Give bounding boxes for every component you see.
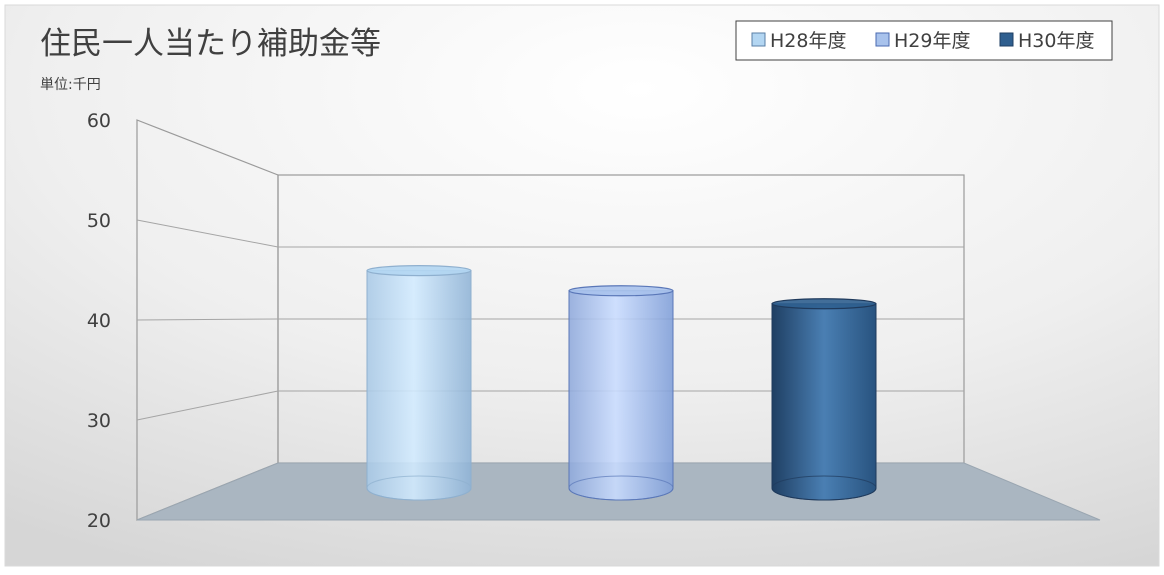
bar-base-ring: [568, 475, 674, 501]
gridline-side: [136, 219, 279, 248]
legend-box: [735, 20, 1113, 61]
bar-H30年度: [771, 298, 877, 501]
legend: H28年度 H29年度 H30年度: [735, 20, 1113, 61]
bar-base-ring: [771, 475, 877, 501]
bar-top: [366, 265, 472, 277]
chart-title: 住民一人当たり補助金等: [40, 26, 381, 62]
legend-label-h30: H30年度: [1018, 30, 1094, 52]
y-tick-label: 60: [87, 110, 111, 132]
legend-item-h28: H28年度: [751, 30, 846, 52]
bar-body: [568, 290, 674, 501]
bar-body: [771, 303, 877, 501]
legend-swatch-h30: [999, 32, 1014, 47]
y-tick-label: 30: [87, 410, 111, 432]
y-tick-label: 20: [87, 510, 111, 532]
y-tick-label: 50: [87, 210, 111, 232]
bar-H28年度: [366, 265, 472, 501]
gridline-side: [136, 390, 279, 421]
bar-top: [568, 285, 674, 297]
bar-base-ring: [366, 475, 472, 501]
legend-label-h29: H29年度: [894, 30, 970, 52]
legend-item-h29: H29年度: [875, 30, 970, 52]
y-tick-label: 40: [87, 310, 111, 332]
legend-swatch-h28: [751, 32, 766, 47]
legend-label-h28: H28年度: [770, 30, 846, 52]
unit-label: 単位:千円: [40, 77, 101, 93]
legend-swatch-h29: [875, 32, 890, 47]
gridline-side: [136, 318, 279, 321]
legend-item-h30: H30年度: [999, 30, 1094, 52]
bar-body: [366, 270, 472, 501]
bar-top: [771, 298, 877, 310]
bar-H29年度: [568, 285, 674, 501]
bars: [366, 265, 877, 501]
y-axis: 20 30 40 50 60: [87, 110, 111, 532]
